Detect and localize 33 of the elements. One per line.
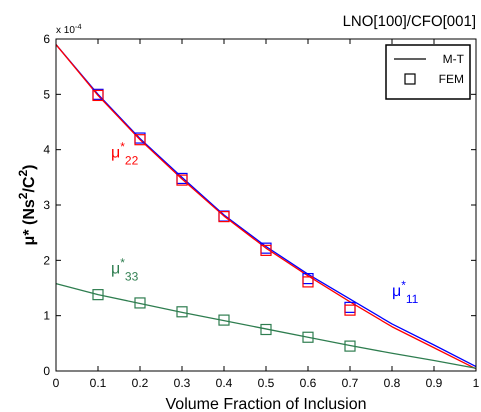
y-tick-label: 0: [43, 364, 50, 378]
x-tick-label: 0.9: [426, 376, 443, 390]
point: [92, 289, 104, 300]
y-tick-label: 4: [43, 142, 50, 157]
y-tick-label: 1: [43, 308, 50, 323]
point: [344, 304, 356, 316]
y-tick-label: 5: [43, 87, 50, 102]
point: [176, 306, 188, 318]
chart-title: LNO[100]/CFO[001]: [342, 13, 476, 30]
point: [134, 297, 146, 309]
point: [302, 332, 314, 343]
point: [344, 340, 356, 352]
x-tick-label: 0.4: [216, 376, 233, 390]
x-tick-label: 0: [52, 376, 60, 390]
y-tick-label: 2: [43, 253, 50, 268]
x-tick-label: 0.2: [132, 376, 149, 390]
y-tick-label: 3: [43, 198, 50, 212]
legend-label: M-T: [442, 52, 465, 66]
point: [302, 276, 314, 288]
point: [218, 314, 230, 326]
x-tick-label: 0.1: [90, 376, 107, 390]
line-series: [55, 282, 477, 369]
x-tick-label: 0.5: [258, 376, 275, 390]
legend-label: FEM: [438, 72, 464, 86]
y-tick-label: 6: [43, 32, 50, 46]
x-axis-title: Volume Fraction of Inclusion: [166, 396, 366, 412]
x-tick-label: 0.7: [342, 376, 359, 390]
x-tick-label: 0.6: [300, 376, 317, 390]
x-tick-label: 0.3: [174, 376, 191, 390]
x-tick-label: 0.8: [384, 376, 401, 390]
point: [260, 324, 272, 336]
text: x 10$^{-4}$: [56, 22, 82, 36]
x-tick-label: 1: [472, 376, 480, 390]
